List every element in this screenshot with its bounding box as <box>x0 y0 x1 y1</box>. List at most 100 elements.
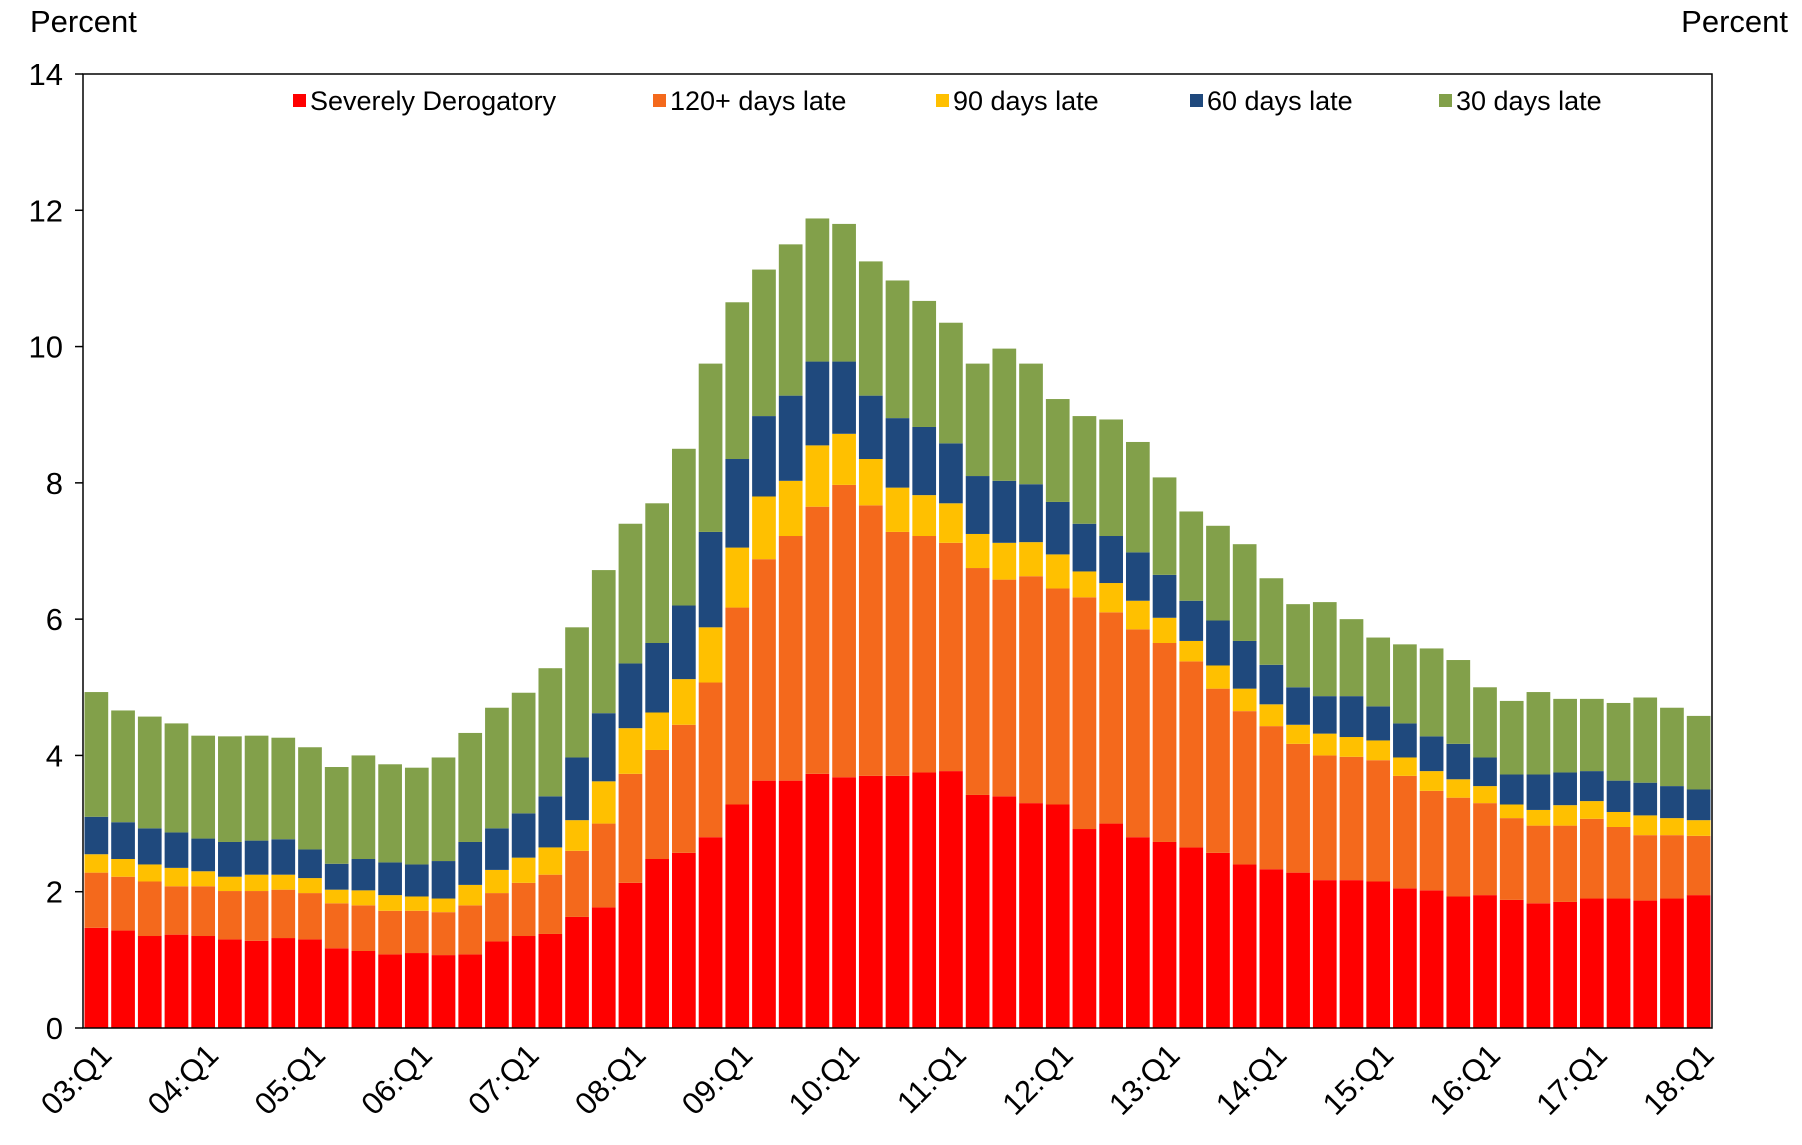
bar-segment <box>1499 899 1524 1028</box>
bar-segment <box>1072 523 1097 572</box>
y-tick-label: 6 <box>46 602 63 637</box>
bar-segment <box>885 487 910 532</box>
bar-segment <box>672 605 696 680</box>
bar-segment <box>511 857 536 883</box>
x-tick-label: 11:Q1 <box>890 1037 973 1120</box>
bar-segment <box>1019 803 1043 1028</box>
bar-segment <box>84 692 109 817</box>
bar-segment <box>1393 644 1417 724</box>
x-tick-label: 10:Q1 <box>782 1037 866 1121</box>
bar-segment <box>645 859 670 1028</box>
bar-segment <box>698 627 723 683</box>
bar-segment <box>912 536 937 773</box>
bar-segment <box>1499 804 1524 819</box>
bar-segment <box>244 874 269 892</box>
bar-segment <box>752 559 776 781</box>
bar-segment <box>1286 743 1310 873</box>
bar-segment <box>778 536 803 781</box>
bar-segment <box>244 891 269 941</box>
bar-segment <box>752 780 776 1028</box>
bar-segment <box>1072 571 1097 598</box>
bar-segment <box>1099 612 1123 824</box>
bar-segment <box>1206 525 1230 621</box>
bar-segment <box>1099 419 1123 537</box>
bar-segment <box>1259 664 1284 705</box>
bar-segment <box>939 503 963 543</box>
legend-label: 30 days late <box>1456 86 1602 116</box>
bar-segment <box>645 712 670 750</box>
bar-segment <box>1553 772 1577 806</box>
bar-segment <box>618 773 643 883</box>
bar-segment <box>1339 619 1364 697</box>
bar-segment <box>1312 880 1337 1028</box>
bar-segment <box>1125 600 1150 630</box>
bar-segment <box>1446 896 1471 1028</box>
bar-segment <box>1499 818 1524 900</box>
bar-segment <box>298 939 322 1028</box>
legend-swatch <box>936 94 949 107</box>
bar-segment <box>1579 698 1604 772</box>
bar-segment <box>1232 688 1257 712</box>
x-tick-label: 14:Q1 <box>1209 1037 1293 1121</box>
y2-axis-label: Percent <box>1681 4 1788 39</box>
bar-segment <box>1206 688 1230 853</box>
bar-segment <box>1393 723 1417 758</box>
bar-segment <box>725 547 750 608</box>
bar-segment <box>965 568 990 795</box>
bar-segment <box>164 886 189 935</box>
bar-segment <box>1606 780 1631 812</box>
bar-segment <box>1259 578 1284 665</box>
bar-segment <box>1446 797 1471 897</box>
bar-segment <box>538 796 563 848</box>
bar-segment <box>1633 697 1658 783</box>
bar-segment <box>511 813 536 858</box>
bar-segment <box>1553 901 1577 1028</box>
x-tick-label: 07:Q1 <box>461 1037 545 1121</box>
bar-segment <box>485 828 509 870</box>
bar-segment <box>164 832 189 868</box>
plot-frame <box>82 73 1713 1029</box>
bar-segment <box>244 940 269 1028</box>
bar-segment <box>1686 789 1711 821</box>
bar-segment <box>939 542 963 772</box>
bar-segment <box>111 822 135 860</box>
bar-segment <box>1339 737 1364 757</box>
y-tick-label: 10 <box>29 330 63 365</box>
bar-segment <box>218 841 242 877</box>
bar-segment <box>939 771 963 1028</box>
bar-segment <box>778 480 803 537</box>
bar-segment <box>164 723 189 833</box>
bar-segment <box>1152 617 1177 643</box>
bar-segment <box>378 954 402 1028</box>
bar-segment <box>298 747 322 850</box>
bar-segment <box>351 859 376 891</box>
bar-segment <box>1045 554 1070 589</box>
bar-segment <box>271 938 296 1028</box>
bar-segment <box>1606 702 1631 781</box>
bar-segment <box>1312 696 1337 734</box>
bar-segment <box>298 849 322 879</box>
bar-segment <box>912 300 937 427</box>
bar-segment <box>1152 642 1177 842</box>
bar-segment <box>912 772 937 1028</box>
bar-segment <box>645 749 670 860</box>
bar-segment <box>1686 895 1711 1028</box>
bar-segment <box>324 948 349 1028</box>
bar-segment <box>1045 399 1070 502</box>
bar-segment <box>1072 597 1097 830</box>
bar-segment <box>378 862 402 896</box>
bar-segment <box>1125 629 1150 838</box>
bar-segment <box>458 884 483 906</box>
bar-segment <box>1473 895 1497 1028</box>
bar-segment <box>1393 888 1417 1028</box>
bar-segment <box>645 503 670 643</box>
bar-segment <box>1526 825 1551 904</box>
bar-segment <box>1259 704 1284 727</box>
bar-segment <box>939 443 963 504</box>
x-tick-label: 15:Q1 <box>1316 1037 1400 1121</box>
bar-segment <box>698 363 723 532</box>
bar-segment <box>164 934 189 1028</box>
bar-segment <box>1686 715 1711 790</box>
x-tick-label: 12:Q1 <box>995 1037 1079 1121</box>
bar-segment <box>84 854 109 873</box>
